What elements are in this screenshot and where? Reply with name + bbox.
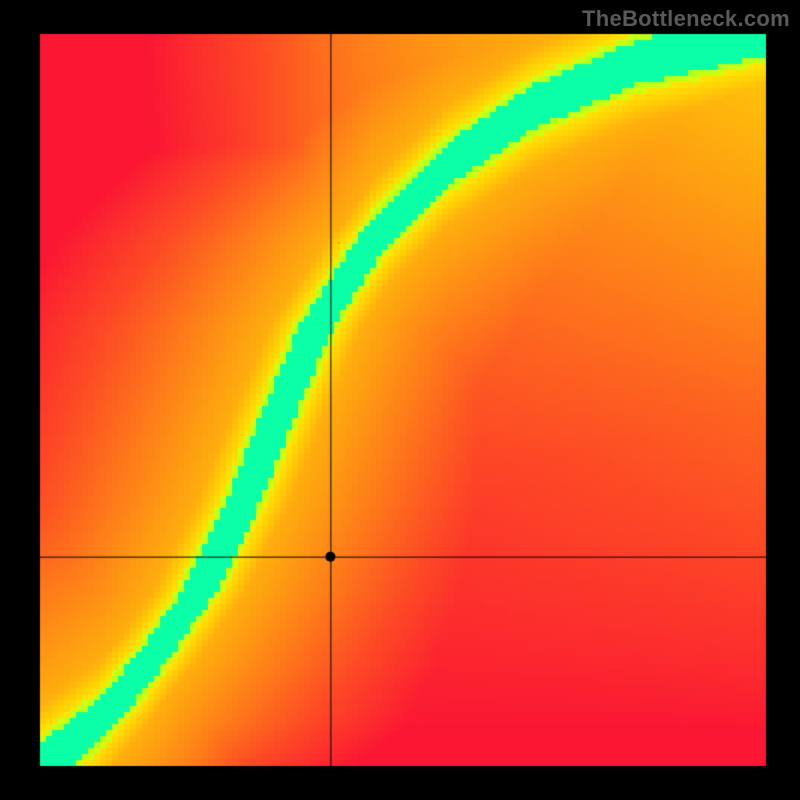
chart-container: TheBottleneck.com bbox=[0, 0, 800, 800]
watermark-text: TheBottleneck.com bbox=[582, 6, 790, 32]
bottleneck-heatmap bbox=[0, 0, 800, 800]
